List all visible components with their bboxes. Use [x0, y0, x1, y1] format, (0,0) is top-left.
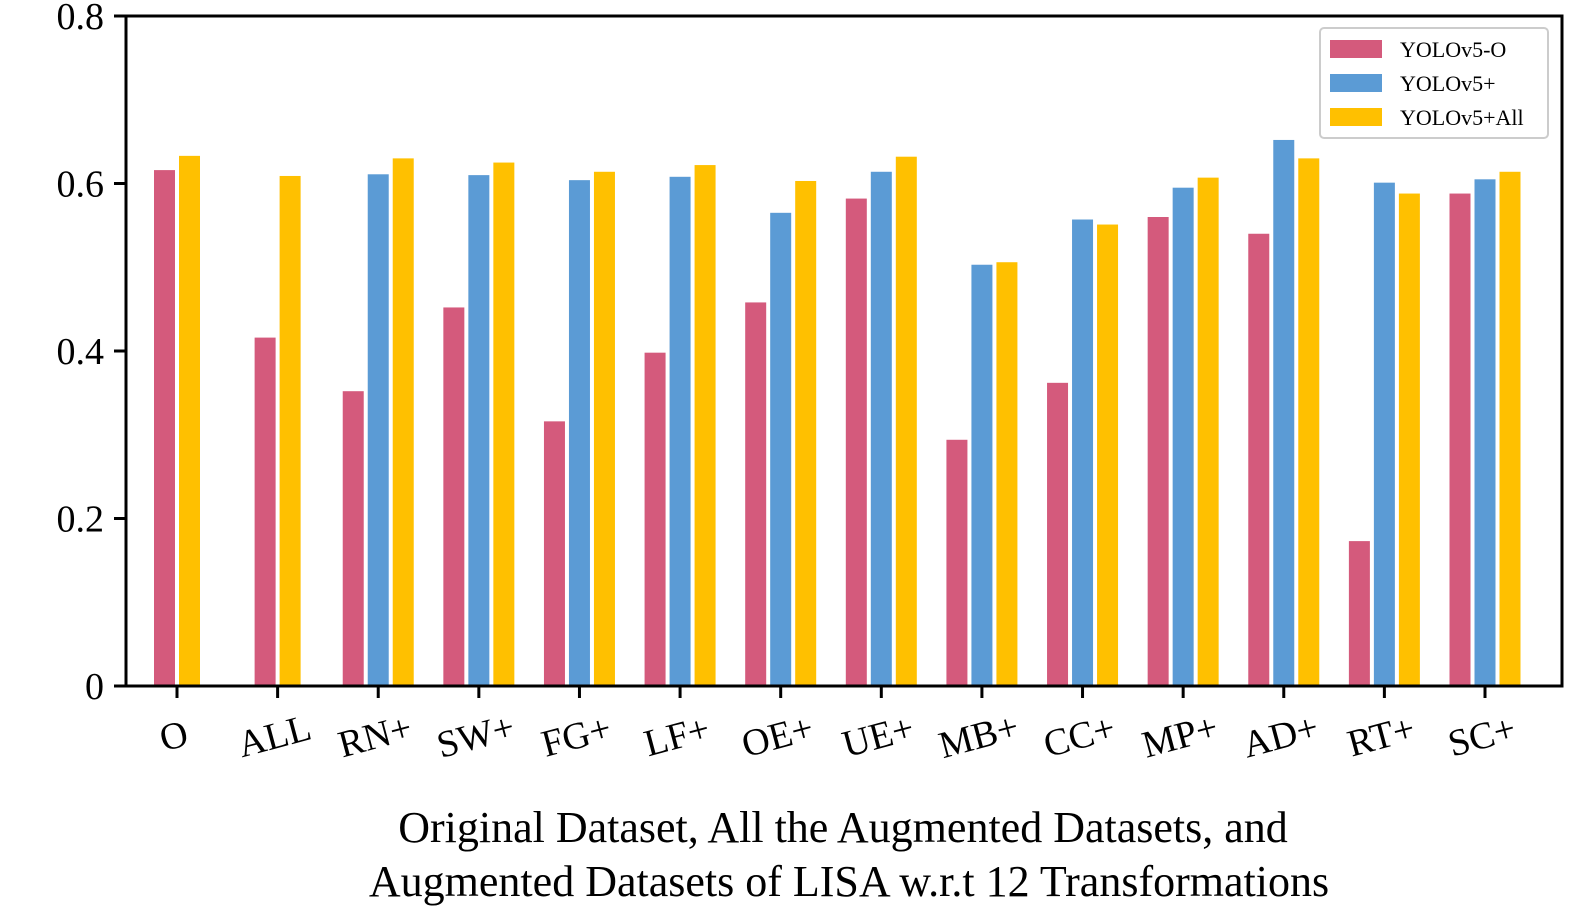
bar [593, 171, 615, 686]
legend-label: YOLOv5+All [1400, 105, 1524, 130]
bar [367, 174, 389, 686]
x-axis: O ALL RN+ SW+ FG+ LF+ OE+ UE+ MB+ CC+ MP+ AD+ RT+ SC+ [155, 686, 1520, 767]
bar [1449, 193, 1471, 687]
x-tick-label: O [155, 713, 192, 761]
bar [1348, 541, 1370, 686]
x-tick-label: OE+ [737, 707, 818, 766]
bar [694, 165, 716, 686]
bar [745, 302, 767, 686]
x-tick-label: AD+ [1238, 706, 1323, 766]
bar [254, 337, 276, 686]
x-tick-label: LF+ [640, 708, 714, 766]
bar [1499, 171, 1521, 686]
bar [468, 175, 490, 686]
x-tick-label: SW+ [432, 706, 519, 767]
bar [1298, 158, 1320, 686]
x-tick-label: RN+ [334, 707, 417, 767]
bar [669, 176, 691, 687]
bars-layer [154, 139, 1521, 687]
x-tick-label: MP+ [1138, 706, 1223, 766]
y-tick-label: 0.2 [57, 499, 105, 541]
legend: YOLOv5-O YOLOv5+ YOLOv5+All [1319, 27, 1549, 139]
bar [1147, 217, 1169, 686]
x-tick-label: UE+ [838, 707, 919, 766]
legend-swatch [1330, 74, 1382, 92]
x-axis-title-line-1: Original Dataset, All the Augmented Data… [398, 803, 1288, 852]
bar [1197, 177, 1219, 686]
legend-label: YOLOv5-O [1400, 37, 1506, 62]
y-tick-label: 0.6 [57, 164, 105, 206]
x-tick-label: FG+ [537, 707, 616, 766]
bar [1172, 187, 1194, 686]
y-axis: 0 0.2 0.4 0.6 0.8 [57, 0, 126, 708]
bar [179, 155, 200, 687]
bar [770, 212, 792, 686]
y-tick-label: 0.4 [57, 331, 105, 373]
bar [1398, 193, 1420, 687]
bar [443, 307, 465, 686]
bar [543, 421, 565, 686]
bar [870, 171, 892, 686]
x-axis-title-line-2: Augmented Datasets of LISA w.r.t 12 Tran… [369, 857, 1329, 906]
bar [1373, 182, 1395, 686]
bar [996, 262, 1018, 686]
bar [845, 198, 867, 686]
y-tick-label: 0 [85, 666, 104, 708]
bar [154, 170, 175, 687]
legend-label: YOLOv5+ [1400, 71, 1496, 96]
bar [895, 156, 917, 686]
bar [795, 180, 817, 687]
bar [1273, 139, 1295, 686]
bar [568, 180, 590, 686]
x-tick-label: RT+ [1343, 707, 1419, 765]
legend-swatch [1330, 40, 1382, 58]
bar [644, 352, 666, 686]
bar [1047, 382, 1069, 686]
bar [1474, 179, 1496, 686]
bar [493, 162, 515, 686]
x-tick-label: CC+ [1039, 707, 1120, 766]
bar [1097, 224, 1119, 686]
x-tick-label: MB+ [934, 706, 1023, 767]
bar [342, 391, 364, 686]
bar [1248, 233, 1270, 686]
x-tick-label: ALL [233, 707, 315, 767]
bar [279, 175, 301, 686]
bar [1072, 219, 1094, 686]
bar [971, 264, 993, 686]
bar [392, 158, 414, 686]
y-tick-label: 0.8 [57, 0, 105, 38]
bar [946, 439, 968, 686]
x-tick-label: SC+ [1444, 707, 1520, 765]
legend-swatch [1330, 108, 1382, 126]
